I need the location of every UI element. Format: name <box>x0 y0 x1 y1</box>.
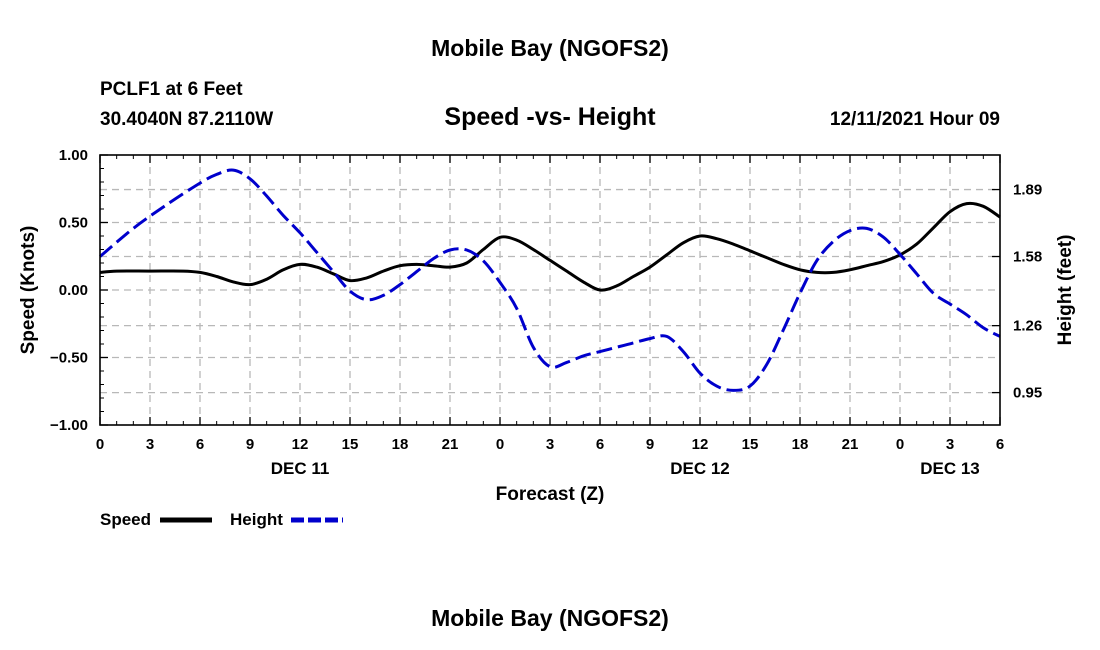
series-line-height <box>99 168 1001 392</box>
legend: Speed Height <box>100 510 343 529</box>
forecast-datetime: 12/11/2021 Hour 09 <box>830 109 1000 130</box>
coordinates-label: 30.4040N 87.2110W <box>100 109 273 130</box>
x-tick-label: 6 <box>196 436 204 453</box>
day-label: DEC 11 <box>271 459 330 478</box>
y-tick-label: 1.00 <box>59 147 88 164</box>
page-title: Mobile Bay (NGOFS2) <box>431 35 669 61</box>
x-tick-label: 15 <box>342 436 359 453</box>
x-tick-label: 3 <box>146 436 154 453</box>
series-line-speed <box>99 201 1001 292</box>
x-tick-label: 9 <box>246 436 254 453</box>
x-tick-label: 6 <box>596 436 604 453</box>
y-tick-label: −1.00 <box>50 417 88 434</box>
x-tick-label: 21 <box>442 436 459 453</box>
y2-tick-label: 1.58 <box>1013 249 1042 266</box>
grid-layer <box>100 155 1000 425</box>
y2-tick-label: 1.26 <box>1013 318 1042 335</box>
x-tick-label: 12 <box>292 436 309 453</box>
x-tick-label: 3 <box>546 436 554 453</box>
x-tick-label: 3 <box>946 436 954 453</box>
x-tick-label: 0 <box>96 436 104 453</box>
x-tick-label: 6 <box>996 436 1004 453</box>
x-tick-label: 18 <box>792 436 809 453</box>
y-tick-label: −0.50 <box>50 350 88 367</box>
y-tick-label: 0.50 <box>59 215 88 232</box>
x-axis-label: Forecast (Z) <box>496 484 605 505</box>
station-label: PCLF1 at 6 Feet <box>100 79 243 100</box>
legend-speed-label: Speed <box>100 510 151 529</box>
x-tick-label: 15 <box>742 436 759 453</box>
day-label: DEC 12 <box>670 459 730 478</box>
x-tick-label: 0 <box>496 436 504 453</box>
series-layer <box>99 168 1001 392</box>
axis-ticks: 0 3 6 9 12 15 18 21 0 3 6 9 12 15 18 21 0 3 6 DEC 11 DEC 12 D… <box>50 147 1042 478</box>
x-tick-label: 18 <box>392 436 409 453</box>
y2-tick-label: 1.89 <box>1013 182 1042 199</box>
day-label: DEC 13 <box>920 459 980 478</box>
x-tick-label: 12 <box>692 436 709 453</box>
x-tick-label: 9 <box>646 436 654 453</box>
y2-tick-label: 0.95 <box>1013 385 1042 402</box>
legend-height-label: Height <box>230 510 283 529</box>
x-tick-label: 21 <box>842 436 859 453</box>
y2-axis-label: Height (feet) <box>1055 235 1076 346</box>
y-axis-label: Speed (Knots) <box>18 226 39 355</box>
footer-title: Mobile Bay (NGOFS2) <box>431 605 669 631</box>
y-tick-label: 0.00 <box>59 282 88 299</box>
x-tick-label: 0 <box>896 436 904 453</box>
chart-title: Speed -vs- Height <box>444 103 656 131</box>
